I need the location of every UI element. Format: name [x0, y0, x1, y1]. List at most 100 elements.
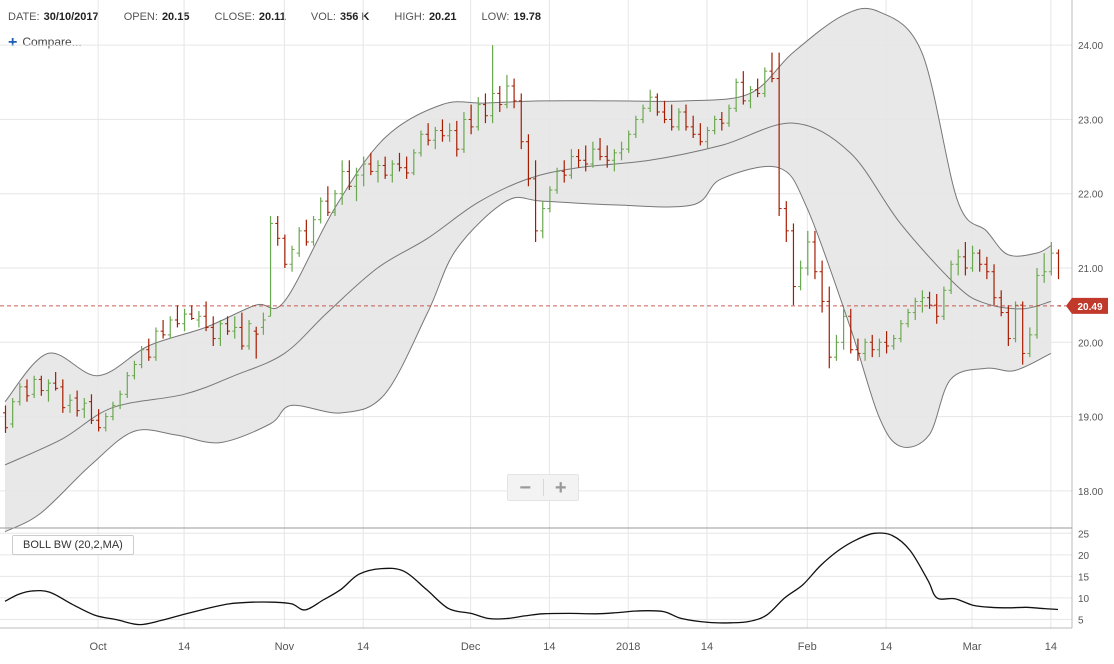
- ohlc-bar: [927, 291, 933, 309]
- x-tick-label: 14: [1045, 641, 1057, 653]
- ohlc-bar: [862, 338, 868, 361]
- ohlc-bar: [447, 123, 453, 142]
- ohlc-bar: [432, 126, 438, 150]
- ohlc-bar: [1034, 268, 1040, 339]
- ohlc-bar: [733, 78, 739, 112]
- ohlc-bar: [790, 223, 796, 306]
- ohlc-bar: [934, 294, 940, 324]
- price-tick-label: 24.00: [1078, 41, 1103, 52]
- ohlc-bar: [962, 242, 968, 276]
- ohlc-bar: [776, 52, 782, 216]
- ohlc-bar: [1020, 301, 1026, 365]
- ohlc-bar: [905, 308, 911, 328]
- vol-label: VOL:: [310, 11, 336, 23]
- ohlc-bar: [805, 230, 811, 276]
- ohlc-bar: [38, 375, 44, 396]
- ohlc-bar: [848, 308, 854, 354]
- x-tick-label: 14: [357, 641, 369, 653]
- ohlc-bar: [117, 390, 123, 410]
- lower-band-line: [4, 166, 1052, 533]
- ohlc-bar: [81, 398, 87, 419]
- price-tick-label: 22.00: [1078, 190, 1103, 201]
- ohlc-bar: [1048, 242, 1054, 276]
- zoom-out-button[interactable]: −: [519, 476, 532, 499]
- x-tick-label: 14: [543, 641, 555, 653]
- ohlc-bar: [382, 156, 388, 179]
- ohlc-bar: [705, 126, 710, 150]
- price-tick-label: 20.00: [1078, 338, 1103, 349]
- ohlc-bar: [1005, 305, 1011, 346]
- ohlc-bar: [798, 260, 804, 291]
- ohlc-bar: [747, 86, 753, 109]
- ohlc-bar: [497, 86, 503, 112]
- ohlc-bar: [683, 104, 689, 131]
- ohlc-bar: [368, 152, 374, 176]
- ohlc-bar: [540, 201, 546, 239]
- ohlc-bar: [712, 115, 718, 135]
- bollinger-bands: [4, 7, 1052, 533]
- ohlc-bar: [225, 316, 231, 335]
- ohlc-bar: [45, 379, 51, 402]
- ohlc-bar: [891, 334, 897, 350]
- zoom-in-button[interactable]: +: [554, 476, 567, 499]
- ohlc-bar: [547, 186, 553, 213]
- ohlc-bar: [640, 104, 646, 124]
- price-tick-label: 23.00: [1078, 115, 1103, 126]
- ohlc-bar: [67, 394, 73, 413]
- date-label: DATE:: [8, 11, 40, 23]
- ohlc-bar: [196, 311, 202, 328]
- ohlc-bar: [1013, 301, 1019, 343]
- ohlc-bar: [511, 78, 517, 109]
- x-tick-label: 14: [880, 641, 892, 653]
- ohlc-bar: [210, 316, 216, 346]
- price-tick-label: 21.00: [1078, 264, 1103, 275]
- ohlc-bar: [153, 327, 159, 361]
- ohlc-bar: [124, 372, 130, 398]
- ohlc-bar: [232, 316, 238, 339]
- ohlc-bar: [475, 97, 481, 131]
- price-tick-label: 18.00: [1078, 487, 1103, 498]
- ohlc-bar: [676, 108, 682, 131]
- ohlc-bar: [518, 93, 524, 150]
- current-price-text: 20.49: [1077, 302, 1102, 313]
- ohlc-bar: [919, 290, 925, 313]
- ohlc-bar: [461, 112, 467, 153]
- date-value: 30/10/2017: [43, 11, 99, 23]
- ohlc-bar: [611, 149, 617, 172]
- bollinger-bandwidth-panel: [4, 532, 1059, 626]
- ohlc-bar: [239, 312, 245, 350]
- ohlc-bar: [633, 115, 639, 138]
- ohlc-bar: [88, 394, 94, 424]
- ohlc-bar: [146, 338, 152, 361]
- ohlc-bar: [282, 234, 288, 268]
- close-label: CLOSE:: [214, 11, 255, 23]
- x-tick-label: Mar: [963, 641, 982, 653]
- ohlc-bar: [991, 264, 997, 306]
- band-fill: [5, 8, 1051, 532]
- bw-tick-label: 10: [1078, 594, 1090, 605]
- ohlc-bar: [396, 152, 402, 172]
- ohlc-bar: [425, 123, 431, 146]
- ohlc-bar: [504, 74, 510, 109]
- ohlc-bar: [17, 383, 23, 406]
- bw-tick-label: 5: [1078, 615, 1084, 626]
- ohlc-bar: [619, 141, 625, 161]
- zoom-controls: − +: [507, 474, 579, 501]
- ohlc-bar: [182, 308, 188, 332]
- ohlc-bar: [697, 123, 703, 146]
- ohlc-bar: [96, 409, 102, 432]
- ohlc-bar: [1041, 253, 1047, 283]
- ohlc-bar: [74, 390, 80, 417]
- ohlc-bar: [984, 256, 990, 280]
- ohlc-bar: [375, 160, 381, 183]
- boll-bw-label[interactable]: BOLL BW (20,2,MA): [12, 535, 134, 555]
- ohlc-bar: [604, 145, 610, 168]
- ohlc-bar: [318, 197, 324, 224]
- ohlc-bar: [533, 160, 539, 242]
- x-tick-label: Nov: [275, 641, 295, 653]
- ohlc-bar: [590, 141, 596, 168]
- ohlc-bar: [24, 379, 30, 402]
- ohlc-bar: [490, 45, 496, 124]
- ohlc-bar: [819, 260, 825, 313]
